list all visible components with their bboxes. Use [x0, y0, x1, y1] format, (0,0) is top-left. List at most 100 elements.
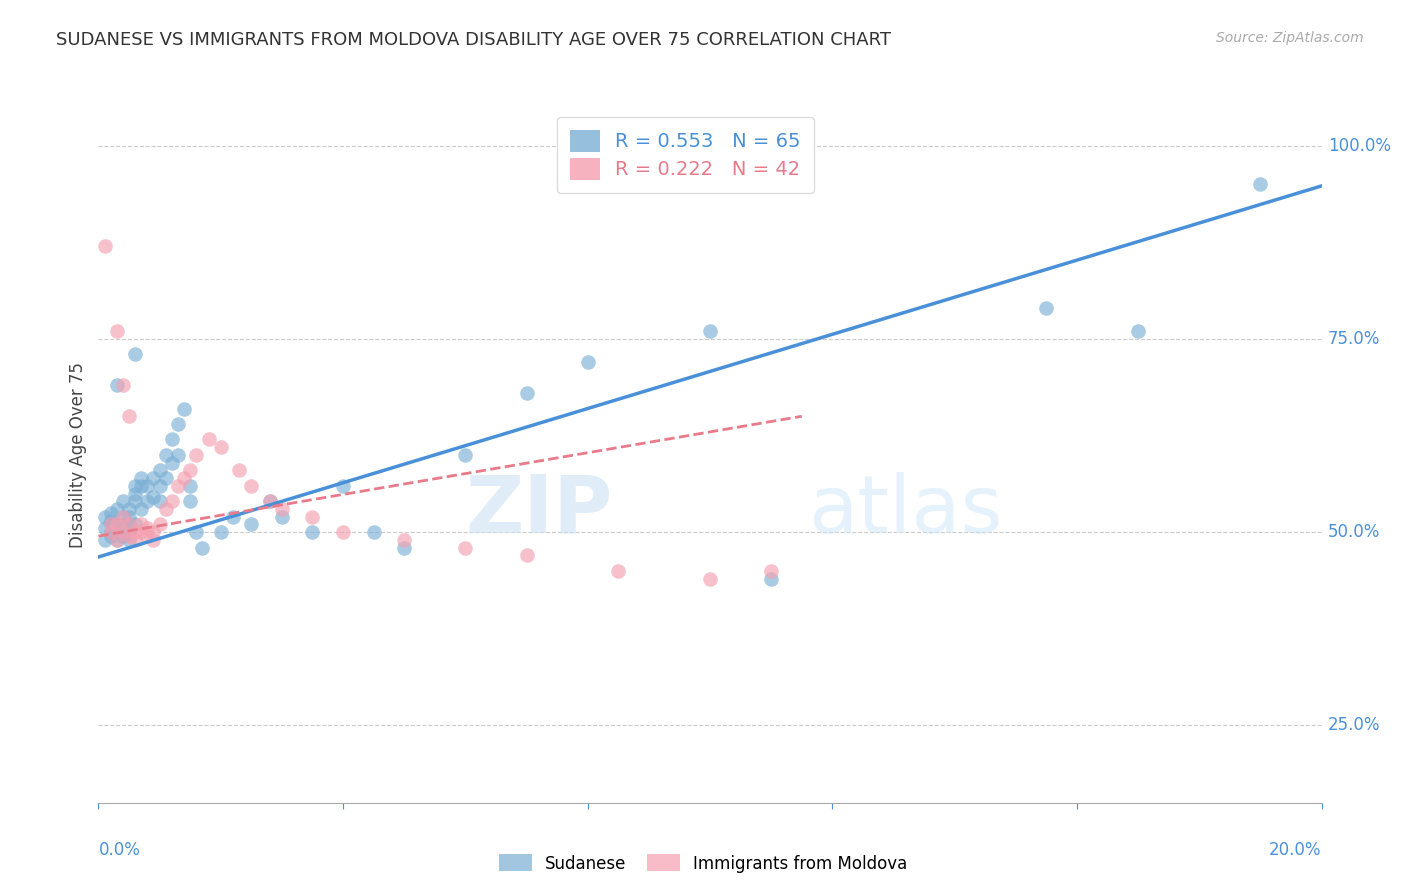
Y-axis label: Disability Age Over 75: Disability Age Over 75	[69, 362, 87, 548]
Point	[129, 471, 152, 485]
Point	[454, 541, 477, 555]
Point	[149, 479, 172, 493]
Point	[160, 433, 183, 447]
Point	[149, 463, 172, 477]
Point	[576, 355, 599, 369]
Point	[105, 324, 128, 338]
Point	[111, 529, 134, 543]
Point	[332, 525, 354, 540]
Point	[179, 479, 201, 493]
Point	[136, 479, 159, 493]
Point	[142, 533, 165, 547]
Point	[392, 533, 416, 547]
Point	[392, 541, 416, 555]
Point	[118, 517, 141, 532]
Point	[105, 533, 128, 547]
Point	[136, 494, 159, 508]
Point	[186, 525, 208, 540]
Point	[100, 525, 122, 540]
Point	[118, 409, 141, 424]
Point	[142, 471, 165, 485]
Point	[118, 533, 141, 547]
Point	[197, 433, 219, 447]
Text: 75.0%: 75.0%	[1327, 330, 1381, 348]
Point	[363, 525, 385, 540]
Point	[173, 401, 195, 416]
Legend: R = 0.553   N = 65, R = 0.222   N = 42: R = 0.553 N = 65, R = 0.222 N = 42	[557, 117, 814, 194]
Point	[111, 509, 134, 524]
Point	[118, 509, 141, 524]
Text: 20.0%: 20.0%	[1270, 841, 1322, 859]
Point	[105, 517, 128, 532]
Point	[100, 514, 122, 528]
Legend: Sudanese, Immigrants from Moldova: Sudanese, Immigrants from Moldova	[492, 847, 914, 880]
Point	[1128, 324, 1150, 338]
Point	[259, 494, 281, 508]
Point	[179, 494, 201, 508]
Point	[100, 525, 122, 540]
Point	[142, 491, 165, 505]
Point	[759, 572, 782, 586]
Point	[155, 502, 177, 516]
Point	[105, 525, 128, 540]
Point	[111, 378, 134, 392]
Point	[142, 525, 165, 540]
Point	[124, 533, 146, 547]
Point	[124, 494, 146, 508]
Point	[136, 521, 159, 535]
Point	[301, 525, 323, 540]
Point	[222, 509, 245, 524]
Point	[105, 517, 128, 532]
Point	[516, 549, 538, 563]
Point	[167, 448, 190, 462]
Point	[240, 479, 263, 493]
Point	[100, 529, 122, 543]
Point	[155, 448, 177, 462]
Text: SUDANESE VS IMMIGRANTS FROM MOLDOVA DISABILITY AGE OVER 75 CORRELATION CHART: SUDANESE VS IMMIGRANTS FROM MOLDOVA DISA…	[56, 31, 891, 49]
Text: 50.0%: 50.0%	[1327, 524, 1381, 541]
Point	[240, 517, 263, 532]
Point	[160, 494, 183, 508]
Point	[270, 509, 292, 524]
Point	[179, 463, 201, 477]
Point	[93, 533, 115, 547]
Point	[454, 448, 477, 462]
Text: ZIP: ZIP	[465, 472, 612, 549]
Point	[332, 479, 354, 493]
Point	[129, 517, 152, 532]
Point	[118, 525, 141, 540]
Point	[111, 509, 134, 524]
Point	[124, 479, 146, 493]
Point	[124, 486, 146, 500]
Point	[699, 324, 721, 338]
Point	[607, 564, 630, 578]
Point	[1249, 178, 1271, 192]
Point	[111, 521, 134, 535]
Point	[1035, 301, 1057, 315]
Point	[111, 525, 134, 540]
Text: 0.0%: 0.0%	[98, 841, 141, 859]
Point	[149, 494, 172, 508]
Point	[759, 564, 782, 578]
Point	[93, 521, 115, 535]
Point	[118, 517, 141, 532]
Point	[699, 572, 721, 586]
Point	[118, 502, 141, 516]
Point	[124, 347, 146, 361]
Point	[105, 533, 128, 547]
Point	[209, 440, 232, 454]
Point	[100, 517, 122, 532]
Point	[105, 502, 128, 516]
Point	[105, 378, 128, 392]
Point	[124, 525, 146, 540]
Point	[118, 529, 141, 543]
Point	[167, 417, 190, 431]
Point	[301, 509, 323, 524]
Point	[160, 456, 183, 470]
Point	[100, 506, 122, 520]
Point	[259, 494, 281, 508]
Point	[93, 239, 115, 253]
Point	[209, 525, 232, 540]
Point	[155, 471, 177, 485]
Text: Source: ZipAtlas.com: Source: ZipAtlas.com	[1216, 31, 1364, 45]
